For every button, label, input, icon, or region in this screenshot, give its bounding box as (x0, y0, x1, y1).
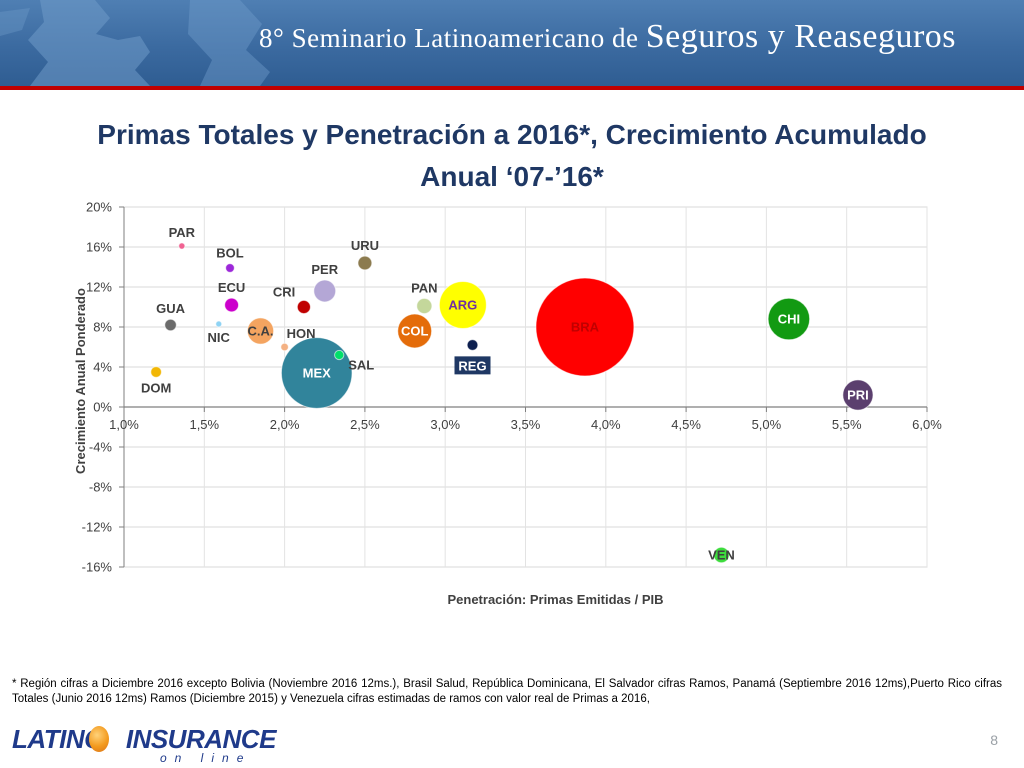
footnote: * Región cifras a Diciembre 2016 excepto… (12, 678, 1002, 705)
bubble-label-ca: C.A. (248, 324, 274, 339)
y-tick-label: 8% (93, 320, 112, 335)
slide-title-line2: Anual ‘07-’16* (420, 161, 604, 192)
x-tick-label: 1,0% (109, 417, 139, 432)
bubble-label-per: PER (311, 262, 338, 277)
logo-word-left: LATINO (12, 724, 104, 754)
bubble-cri (296, 299, 311, 315)
bubble-ca (246, 317, 275, 345)
bubble-sal (334, 349, 345, 361)
bubble-bol (225, 263, 235, 273)
y-tick-label: 0% (93, 400, 112, 415)
banner-title-emphasis: Seguros y Reaseguros (645, 18, 956, 55)
slide-title-line1: Primas Totales y Penetración a 2016*, Cr… (97, 119, 927, 150)
bubble-label-arg: ARG (448, 298, 477, 313)
header-banner: 8° Seminario Latinoamericano de Seguros … (0, 0, 1024, 86)
bubble-gua (164, 318, 177, 332)
bubble-col (397, 313, 433, 349)
bubble-label-reg: REG (458, 358, 486, 373)
bubble-label-col: COL (401, 324, 429, 339)
y-tick-label: 4% (93, 360, 112, 375)
bubble-label-gua: GUA (156, 301, 186, 316)
bubble-label-bra: BRA (571, 320, 600, 335)
bubble-label-nic: NIC (208, 330, 231, 345)
bubble-ven (713, 546, 730, 564)
page-number: 8 (990, 732, 998, 748)
bubble-per (313, 279, 337, 303)
y-tick-label: -4% (89, 440, 113, 455)
x-tick-label: 3,5% (511, 417, 541, 432)
bubble-label-sal: SAL (348, 358, 374, 373)
y-tick-label: -12% (82, 520, 113, 535)
y-tick-label: 12% (86, 280, 112, 295)
bubble-ecu (224, 297, 240, 313)
bubble-label-pri: PRI (847, 388, 869, 403)
bubble-chart: 20% 16% 12% 8% 4% 0% -4% -8% -12% -16% 1,0% 1,5% 2,0… (73, 200, 942, 608)
latino-insurance-logo: LATINO INSURANCE on line (12, 724, 276, 765)
y-axis-title: Crecimiento Anual Ponderado (73, 288, 88, 474)
map-decoration-icon (0, 0, 270, 86)
x-tick-label: 2,5% (350, 417, 380, 432)
x-tick-label: 4,0% (591, 417, 621, 432)
banner-title: 8° Seminario Latinoamericano de Seguros … (259, 18, 956, 56)
bubble-label-ecu: ECU (218, 280, 245, 295)
y-tick-label: 20% (86, 200, 112, 215)
bubble-label-pan: PAN (411, 280, 437, 295)
bubble-label-mex: MEX (303, 366, 332, 381)
bubble-bra (535, 277, 635, 377)
globe-icon (89, 726, 109, 752)
bubble-label-chi: CHI (778, 312, 800, 327)
bubble-hon (280, 342, 289, 352)
x-tick-label: 1,5% (189, 417, 219, 432)
bubble-pan (416, 297, 433, 315)
bubble-chi (767, 297, 811, 341)
logo-wordmark: LATINO INSURANCE (12, 724, 276, 755)
bubble-label-cri: CRI (273, 284, 295, 299)
bubble-label-dom: DOM (141, 380, 171, 395)
y-tick-label: 16% (86, 240, 112, 255)
bubble-dom (150, 366, 162, 378)
banner-title-prefix: 8° Seminario Latinoamericano de (259, 23, 646, 53)
x-tick-label: 4,5% (671, 417, 701, 432)
bubble-pri (842, 379, 874, 411)
bubble-label-bol: BOL (216, 246, 244, 261)
y-tick-label: -8% (89, 480, 113, 495)
bubble-uru (357, 255, 373, 271)
logo-tagline: on line (160, 751, 252, 765)
x-tick-label: 5,0% (752, 417, 782, 432)
bubble-label-par: PAR (169, 225, 196, 240)
bubble-arg (438, 281, 487, 329)
x-tick-label: 2,0% (270, 417, 300, 432)
x-axis-title: Penetración: Primas Emitidas / PIB (447, 592, 663, 607)
bubble-label-uru: URU (351, 238, 379, 253)
bubble-label-ven: VEN (708, 548, 735, 563)
header-divider (0, 86, 1024, 90)
bubble-reg (466, 339, 479, 351)
x-tick-label: 6,0% (912, 417, 942, 432)
bubble-par (178, 242, 186, 250)
slide-title: Primas Totales y Penetración a 2016*, Cr… (40, 114, 984, 198)
x-tick-label: 3,0% (430, 417, 460, 432)
x-tick-label: 5,5% (832, 417, 862, 432)
y-tick-label: -16% (82, 560, 113, 575)
logo-word-right: INSURANCE (125, 724, 277, 754)
bubble-label-box-reg (454, 356, 491, 375)
bubble-nic (215, 320, 223, 328)
bubble-label-hon: HON (287, 326, 316, 341)
